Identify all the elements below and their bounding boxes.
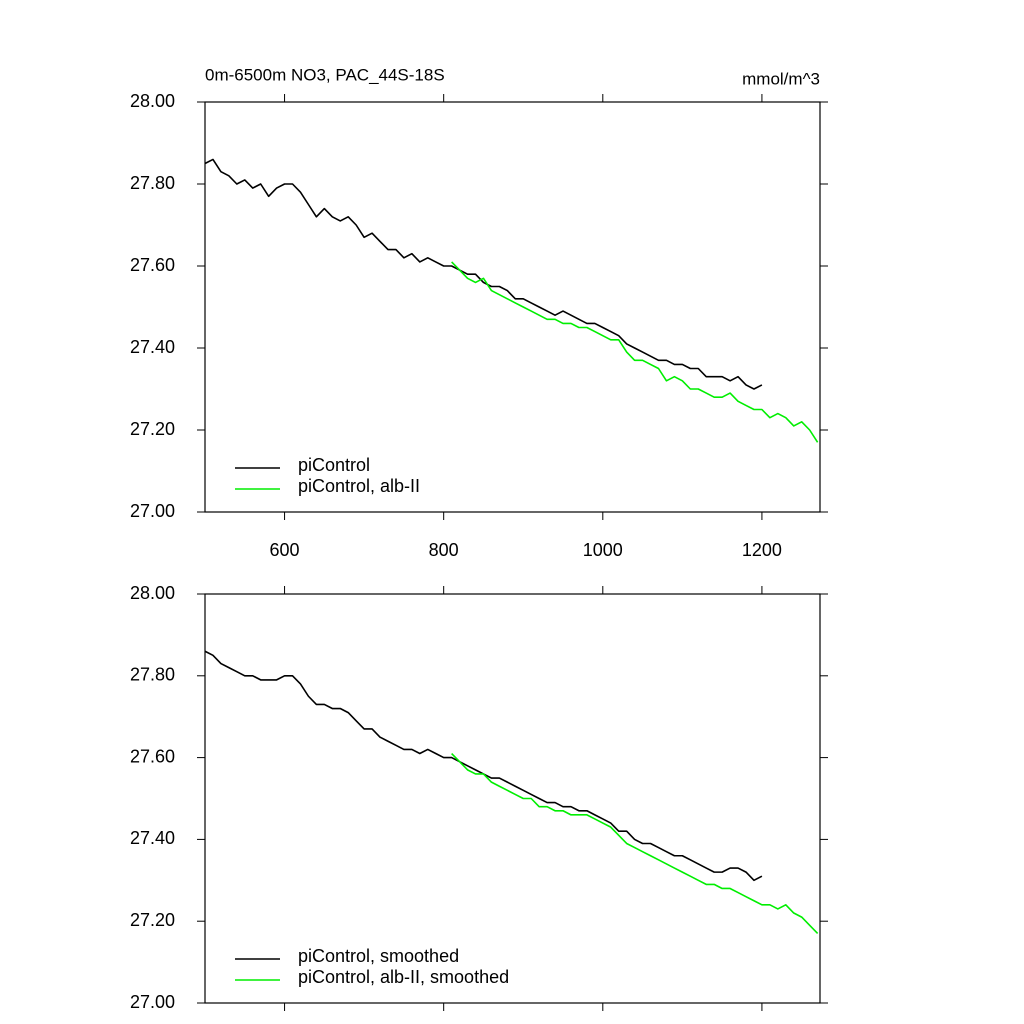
- x-tick-label: 800: [429, 540, 459, 560]
- y-tick-label: 27.20: [130, 910, 175, 930]
- y-tick-label: 27.60: [130, 746, 175, 766]
- series-line: [451, 752, 819, 935]
- y-tick-label: 27.60: [130, 255, 175, 275]
- plot-frame: [204, 593, 821, 1004]
- chart-title: 0m-6500m NO3, PAC_44S-18S: [205, 65, 445, 84]
- y-tick-label: 27.40: [130, 828, 175, 848]
- plot-frame: [204, 101, 821, 513]
- series-line: [451, 261, 819, 443]
- y-tick-label: 27.00: [130, 501, 175, 521]
- x-tick-label: 600: [270, 540, 300, 560]
- series-line: [204, 650, 763, 882]
- y-tick-label: 27.80: [130, 665, 175, 685]
- x-tick-label: 1000: [583, 540, 623, 560]
- series-line: [204, 158, 763, 390]
- y-tick-label: 27.80: [130, 173, 175, 193]
- y-tick-label: 27.20: [130, 419, 175, 439]
- legend-label: piControl, alb-II, smoothed: [298, 967, 509, 987]
- x-tick-label: 1200: [742, 540, 782, 560]
- y-tick-label: 27.00: [130, 992, 175, 1012]
- y-tick-label: 28.00: [130, 91, 175, 111]
- y-tick-label: 27.40: [130, 337, 175, 357]
- units-label: mmol/m^3: [742, 69, 820, 88]
- y-tick-label: 28.00: [130, 583, 175, 603]
- legend-label: piControl: [298, 455, 370, 475]
- legend-label: piControl, alb-II: [298, 476, 420, 496]
- legend-label: piControl, smoothed: [298, 946, 459, 966]
